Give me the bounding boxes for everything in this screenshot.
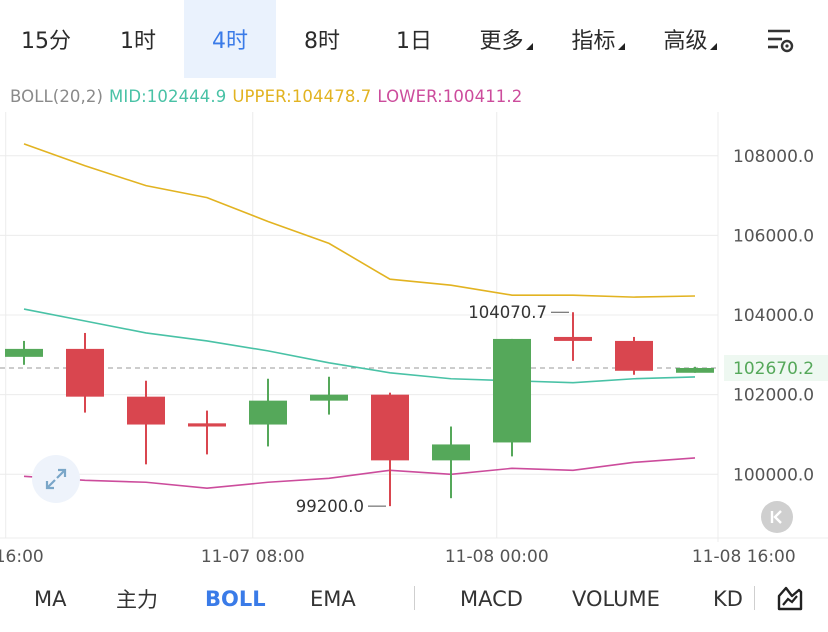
reset-to-latest-icon <box>770 510 782 524</box>
fullscreen-button[interactable] <box>32 455 80 503</box>
tab-macd-label: MACD <box>460 587 523 611</box>
caret-icon <box>709 42 717 50</box>
tab-more-label: 更多 <box>479 29 524 54</box>
tab-1d-label: 1日 <box>396 29 432 54</box>
tab-boll-label: BOLL <box>205 587 266 611</box>
chart-settings-button[interactable] <box>762 22 798 58</box>
y-tick-label: 106000.0 <box>733 226 814 246</box>
chart-type-button[interactable] <box>774 582 806 614</box>
tab-4h-label: 4时 <box>212 29 248 54</box>
y-tick-label: 100000.0 <box>733 465 814 485</box>
x-tick-label: 11-08 16:00 <box>692 547 796 567</box>
boll-mid-line <box>23 308 696 384</box>
candle-body <box>249 400 287 425</box>
indicator-bar: MA 主力 BOLL EMA MACD VOLUME KD <box>0 576 828 632</box>
legend-upper: UPPER:104478.7 <box>232 87 372 106</box>
current-price-label: 102670.2 <box>733 359 814 379</box>
legend-indicator-name: BOLL(20,2) <box>10 87 104 106</box>
tab-volume-label: VOLUME <box>572 587 660 611</box>
grid <box>0 112 828 542</box>
candle-body <box>5 348 43 357</box>
candle-body <box>615 340 653 371</box>
tab-advanced[interactable]: 高级 <box>644 0 736 78</box>
tab-indicators[interactable]: 指标 <box>552 0 644 78</box>
y-tick-label: 104000.0 <box>733 306 814 326</box>
y-tick-label: 102000.0 <box>733 386 814 406</box>
candle-body <box>371 394 409 461</box>
tab-advanced-label: 高级 <box>663 29 708 54</box>
tab-8h[interactable]: 8时 <box>276 0 368 78</box>
tab-1h-label: 1时 <box>120 29 156 54</box>
tab-15m[interactable]: 15分 <box>0 0 92 78</box>
tab-kd[interactable]: KD <box>713 576 743 622</box>
tab-8h-label: 8时 <box>304 29 340 54</box>
scroll-to-latest-button[interactable] <box>761 501 793 533</box>
tab-ema-label: EMA <box>310 587 356 611</box>
line-chart-icon <box>777 586 803 611</box>
tab-1h[interactable]: 1时 <box>92 0 184 78</box>
tab-ma[interactable]: MA <box>34 576 66 622</box>
candle-body <box>188 423 226 427</box>
settings-sliders-icon <box>768 29 794 53</box>
tab-ema[interactable]: EMA <box>310 576 356 622</box>
tab-ma-label: MA <box>34 587 67 611</box>
legend-mid: MID:102444.9 <box>109 87 227 106</box>
tab-main-force[interactable]: 主力 <box>116 576 158 622</box>
tab-boll[interactable]: BOLL <box>205 576 266 622</box>
candle-body <box>554 336 592 341</box>
divider <box>414 586 415 610</box>
x-tick-label: 11-08 00:00 <box>445 547 549 567</box>
extreme-price-label: 104070.7 <box>468 303 547 322</box>
tab-kd-label: KD <box>713 587 743 611</box>
boll-lower-line <box>23 457 696 490</box>
candle-body <box>493 338 531 443</box>
axis-labels: 108000.0 106000.0 104000.0 102000.0 100000.0… <box>0 147 828 567</box>
candle-body <box>66 348 104 397</box>
caret-icon <box>525 42 533 50</box>
divider <box>754 586 755 610</box>
candle-body <box>310 394 348 401</box>
tab-macd[interactable]: MACD <box>460 576 523 622</box>
timeframe-bar: 15分 1时 4时 8时 1日 更多 指标 高级 <box>0 0 828 78</box>
x-tick-label: 06 16:00 <box>0 547 44 567</box>
boll-upper-line <box>23 143 696 298</box>
indicator-legend: BOLL(20,2) MID:102444.9 UPPER:104478.7 LOWE… <box>10 87 528 106</box>
candle-body <box>432 444 470 461</box>
tab-volume[interactable]: VOLUME <box>572 576 660 622</box>
candle-body <box>676 367 714 373</box>
legend-lower: LOWER:100411.2 <box>377 87 523 106</box>
extreme-price-label: 99200.0 <box>296 497 364 516</box>
tab-4h[interactable]: 4时 <box>184 0 276 78</box>
tab-main-force-label: 主力 <box>116 588 158 612</box>
tab-1d[interactable]: 1日 <box>368 0 460 78</box>
current-price-tag <box>724 354 828 381</box>
expand-arrows-icon <box>45 468 67 490</box>
candlestick-chart[interactable]: 108000.0 106000.0 104000.0 102000.0 100000.0… <box>0 112 828 572</box>
tab-indicators-label: 指标 <box>571 29 616 54</box>
tab-15m-label: 15分 <box>21 29 71 54</box>
y-tick-label: 108000.0 <box>733 147 814 167</box>
candles <box>5 312 714 507</box>
bollinger-bands <box>23 143 696 490</box>
x-tick-label: 11-07 08:00 <box>201 547 305 567</box>
caret-icon <box>617 42 625 50</box>
candle-body <box>127 396 165 425</box>
tab-more[interactable]: 更多 <box>460 0 552 78</box>
